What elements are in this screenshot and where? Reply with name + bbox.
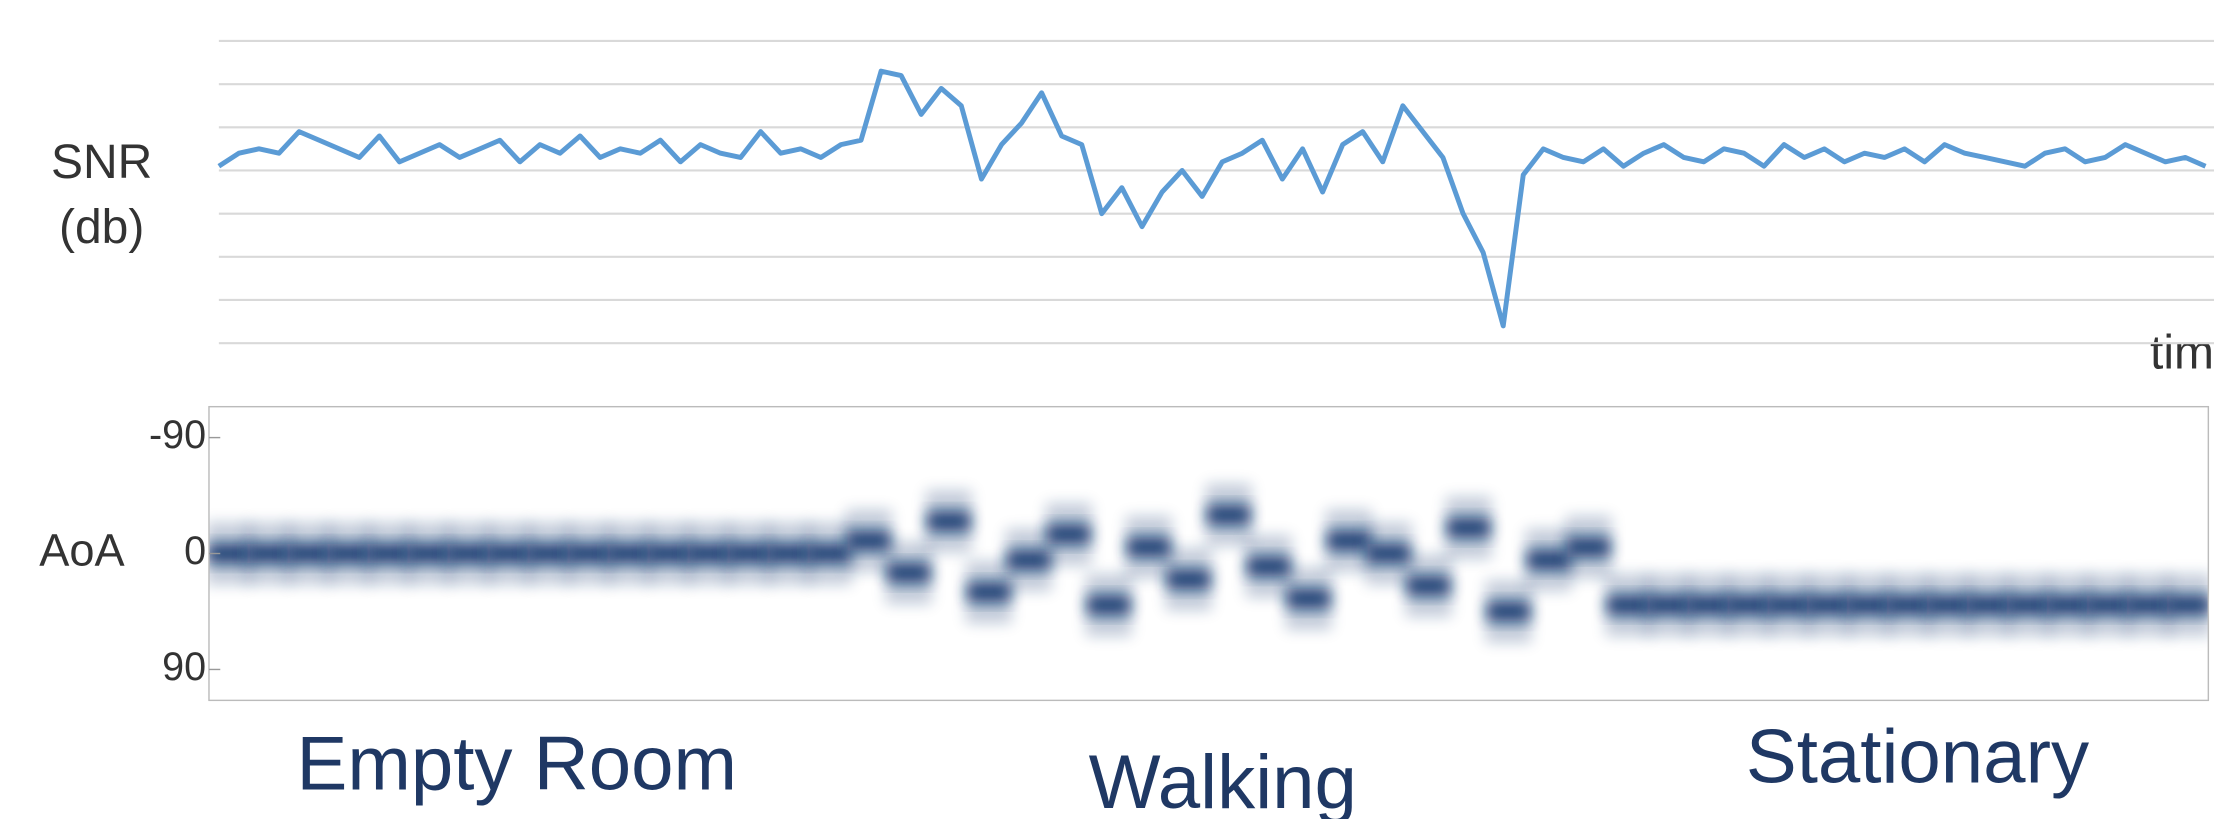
aoa-peak (847, 531, 890, 551)
aoa-peak (2167, 595, 2210, 615)
y-tick-label: 0 (184, 529, 206, 573)
annotation: Empty Room (296, 722, 737, 807)
aoa-peak (607, 544, 650, 564)
snr-line (219, 71, 2206, 326)
annotation: Stationary (1746, 715, 2089, 800)
aoa-peak (1007, 550, 1050, 570)
aoa-peak (807, 544, 850, 564)
aoa-peak (1607, 595, 1650, 615)
aoa-peak (1407, 576, 1450, 596)
aoa-peak (567, 544, 610, 564)
aoa-peak (248, 544, 291, 564)
aoa-peak (927, 511, 970, 531)
aoa-peak (1887, 595, 1930, 615)
figure: SNR (db) tim AoA Empty Room Walking Stat… (0, 0, 2214, 819)
aoa-peak (1167, 569, 1210, 589)
aoa-peak (368, 544, 411, 564)
aoa-peak (1647, 595, 1690, 615)
y-tick-label: 90 (162, 645, 206, 689)
aoa-peak (1447, 518, 1490, 538)
aoa-peak (1287, 589, 1330, 609)
aoa-peak (1487, 602, 1530, 622)
aoa-peak (967, 582, 1010, 602)
aoa-peak (2047, 595, 2090, 615)
aoa-peak (408, 544, 451, 564)
aoa-peak (487, 544, 530, 564)
aoa-peak (447, 544, 490, 564)
aoa-peak (2007, 595, 2050, 615)
aoa-peak (527, 544, 570, 564)
aoa-peak (727, 544, 770, 564)
aoa-peak (1807, 595, 1850, 615)
y-tick-label: -90 (149, 413, 206, 457)
snr-label: SNR (51, 136, 152, 189)
aoa-peak (1527, 550, 1570, 570)
aoa-peak (647, 544, 690, 564)
aoa-peak (328, 544, 371, 564)
aoa-peak (1327, 531, 1370, 551)
aoa-peak (1767, 595, 1810, 615)
x-axis-label: tim (2150, 327, 2214, 380)
aoa-peak (288, 544, 331, 564)
aoa-peak (887, 563, 930, 583)
aoa-peak (1727, 595, 1770, 615)
aoa-peak (1207, 505, 1250, 525)
snr-unit: (db) (59, 201, 144, 254)
aoa-peak (2087, 595, 2130, 615)
aoa-peak (1567, 537, 1610, 557)
heatmap (206, 484, 2211, 643)
aoa-peak (1127, 537, 1170, 557)
aoa-peak (2127, 595, 2170, 615)
annotation: Walking (1089, 740, 1357, 819)
aoa-peak (1087, 595, 1130, 615)
aoa-peak (1047, 524, 1090, 544)
aoa-peak (767, 544, 810, 564)
aoa-peak (1967, 595, 2010, 615)
aoa-peak (1927, 595, 1970, 615)
aoa-peak (1847, 595, 1890, 615)
aoa-peak (1367, 544, 1410, 564)
aoa-peak (1247, 557, 1290, 577)
aoa-peak (687, 544, 730, 564)
aoa-peak (1687, 595, 1730, 615)
aoa-label: AoA (39, 524, 125, 575)
